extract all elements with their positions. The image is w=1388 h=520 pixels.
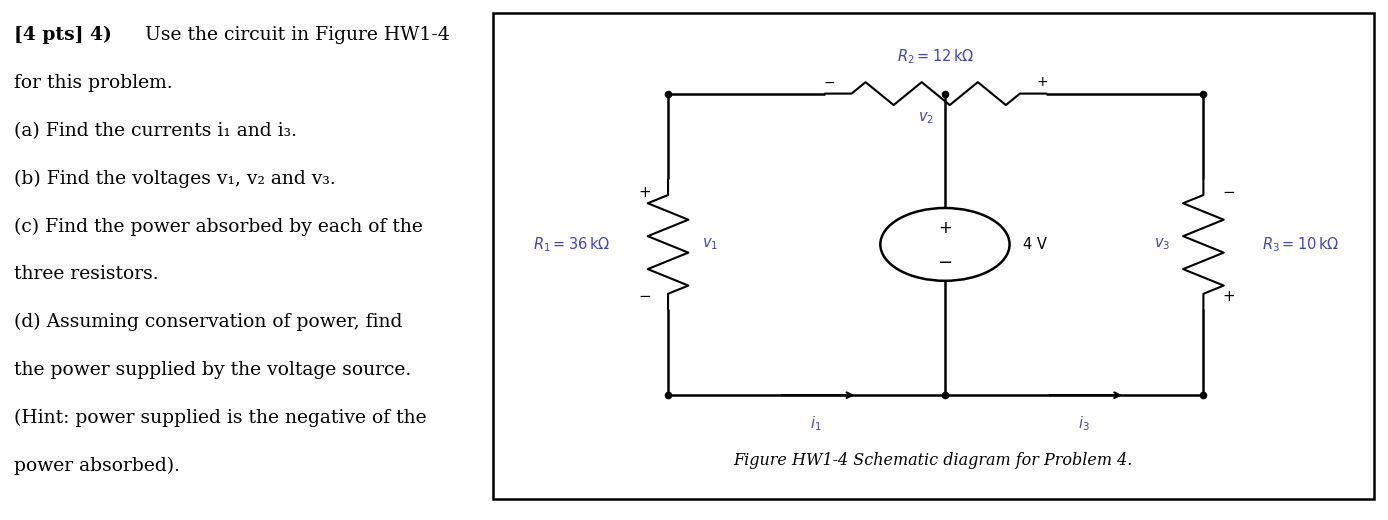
Text: (b) Find the voltages v₁, v₂ and v₃.: (b) Find the voltages v₁, v₂ and v₃. <box>14 170 336 188</box>
Text: the power supplied by the voltage source.: the power supplied by the voltage source… <box>14 361 411 379</box>
Text: $R_3 = 10\,\mathrm{k\Omega}$: $R_3 = 10\,\mathrm{k\Omega}$ <box>1262 235 1339 254</box>
Text: +: + <box>938 219 952 237</box>
Text: +: + <box>638 185 651 200</box>
Text: $R_1 = 36\,\mathrm{k\Omega}$: $R_1 = 36\,\mathrm{k\Omega}$ <box>533 235 609 254</box>
Text: (c) Find the power absorbed by each of the: (c) Find the power absorbed by each of t… <box>14 217 423 236</box>
Text: Use the circuit in Figure HW1-4: Use the circuit in Figure HW1-4 <box>140 26 450 44</box>
Text: $v_3$: $v_3$ <box>1153 237 1170 252</box>
Text: $i_1$: $i_1$ <box>811 414 822 433</box>
Text: [4 pts] 4): [4 pts] 4) <box>14 26 111 44</box>
Text: −: − <box>937 254 952 271</box>
Text: 4 V: 4 V <box>1023 237 1048 252</box>
Text: Figure HW1-4 Schematic diagram for Problem 4.: Figure HW1-4 Schematic diagram for Probl… <box>734 452 1133 469</box>
Text: $i_3$: $i_3$ <box>1077 414 1090 433</box>
Text: for this problem.: for this problem. <box>14 74 172 92</box>
Text: (a) Find the currents i₁ and i₃.: (a) Find the currents i₁ and i₃. <box>14 122 297 140</box>
Text: +: + <box>1223 289 1235 304</box>
Text: $-$: $-$ <box>823 75 836 89</box>
Text: $v_1$: $v_1$ <box>701 237 718 252</box>
Text: $R_2 = 12\,\mathrm{k\Omega}$: $R_2 = 12\,\mathrm{k\Omega}$ <box>897 47 974 66</box>
Text: −: − <box>638 289 651 304</box>
Text: −: − <box>1223 185 1235 200</box>
Text: $v_2$: $v_2$ <box>919 111 934 126</box>
Text: (Hint: power supplied is the negative of the: (Hint: power supplied is the negative of… <box>14 409 426 427</box>
Text: (d) Assuming conservation of power, find: (d) Assuming conservation of power, find <box>14 313 403 331</box>
Text: $+$: $+$ <box>1035 75 1048 89</box>
Text: power absorbed).: power absorbed). <box>14 457 180 475</box>
Text: three resistors.: three resistors. <box>14 265 158 283</box>
